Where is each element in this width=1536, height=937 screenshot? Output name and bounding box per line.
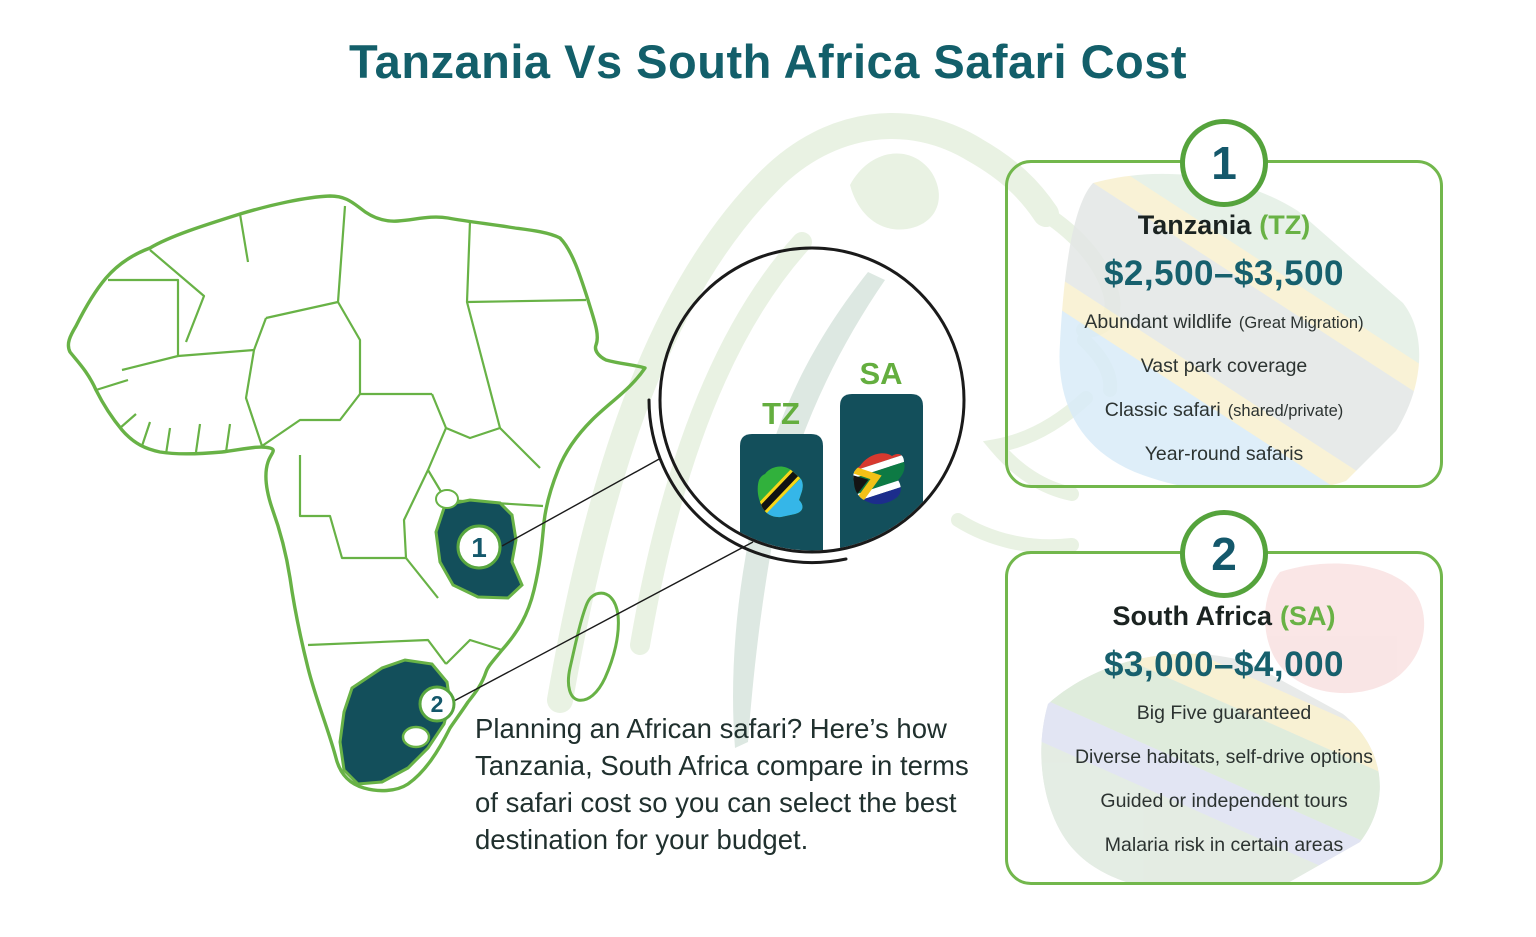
feature-text: Year-round safaris xyxy=(1144,443,1304,465)
south-africa-card-country: South Africa xyxy=(1112,601,1272,631)
tanzania-flag-icon xyxy=(757,466,803,518)
tanzania-card: 1 Tanzania (TZ) $2,500–$3,500 Abundant wi… xyxy=(1005,119,1443,488)
feature-item: Big Five guaranteed xyxy=(1008,702,1440,725)
feature-text: Guided or independent tours xyxy=(1100,790,1348,812)
feature-note: (Great Migration) xyxy=(1238,314,1364,332)
south-africa-price-range: $3,000–$4,000 xyxy=(1103,645,1345,684)
magnifier-chart: TZ SA xyxy=(647,246,966,565)
map-marker-2: 2 xyxy=(418,685,456,723)
tz-bar-label: TZ xyxy=(762,396,800,431)
svg-text:1: 1 xyxy=(471,532,487,563)
south-africa-feature-list: Big Five guaranteed Diverse habitats, se… xyxy=(1008,702,1440,857)
tanzania-card-country: Tanzania xyxy=(1137,210,1252,240)
tanzania-card-heading: Tanzania (TZ) xyxy=(1008,210,1440,241)
lake-victoria xyxy=(435,489,459,509)
feature-text: Malaria risk in certain areas xyxy=(1104,834,1344,856)
south-africa-shape xyxy=(338,658,452,786)
feature-item: Vast park coverage xyxy=(1008,355,1440,378)
intro-paragraph: Planning an African safari? Here’s how T… xyxy=(475,713,969,855)
feature-item: Abundant wildlife (Great Migration) xyxy=(1008,311,1440,334)
south-africa-card: 2 South Africa (SA) $3,000–$4,000 Big Fiv… xyxy=(1005,510,1443,885)
tanzania-price-range: $2,500–$3,500 xyxy=(1103,254,1345,293)
south-africa-card-heading: South Africa (SA) xyxy=(1008,601,1440,632)
magnifier-outer-arc xyxy=(647,398,848,565)
feature-item: Diverse habitats, self-drive options xyxy=(1008,746,1440,769)
magnifier-circle xyxy=(658,246,966,554)
feature-text: Big Five guaranteed xyxy=(1136,702,1312,724)
lesotho-hole xyxy=(401,725,431,749)
svg-text:2: 2 xyxy=(431,691,444,717)
map-marker-1: 1 xyxy=(456,524,502,570)
feature-text: Abundant wildlife xyxy=(1084,311,1232,333)
tanzania-feature-list: Abundant wildlife (Great Migration) Vast … xyxy=(1008,311,1440,466)
feature-item: Year-round safaris xyxy=(1008,443,1440,466)
feature-item: Classic safari (shared/private) xyxy=(1008,399,1440,422)
feature-text: Vast park coverage xyxy=(1140,355,1308,377)
leader-line-1 xyxy=(501,457,662,547)
feature-text: Classic safari xyxy=(1104,399,1221,421)
sa-bar-label: SA xyxy=(859,356,902,391)
south-africa-card-code: (SA) xyxy=(1280,601,1336,631)
africa-map: 1 2 xyxy=(66,194,754,793)
feature-note: (shared/private) xyxy=(1227,402,1344,420)
feature-item: Malaria risk in certain areas xyxy=(1008,834,1440,857)
tanzania-card-code: (TZ) xyxy=(1259,210,1311,240)
feature-item: Guided or independent tours xyxy=(1008,790,1440,813)
feature-text: Diverse habitats, self-drive options xyxy=(1074,746,1374,768)
page-title: Tanzania Vs South Africa Safari Cost xyxy=(348,35,1188,88)
madagascar-outline xyxy=(566,591,620,702)
south-africa-card-badge: 2 xyxy=(1180,510,1268,598)
leader-line-2 xyxy=(451,541,754,703)
africa-outline xyxy=(66,194,647,793)
tanzania-card-badge: 1 xyxy=(1180,119,1268,207)
